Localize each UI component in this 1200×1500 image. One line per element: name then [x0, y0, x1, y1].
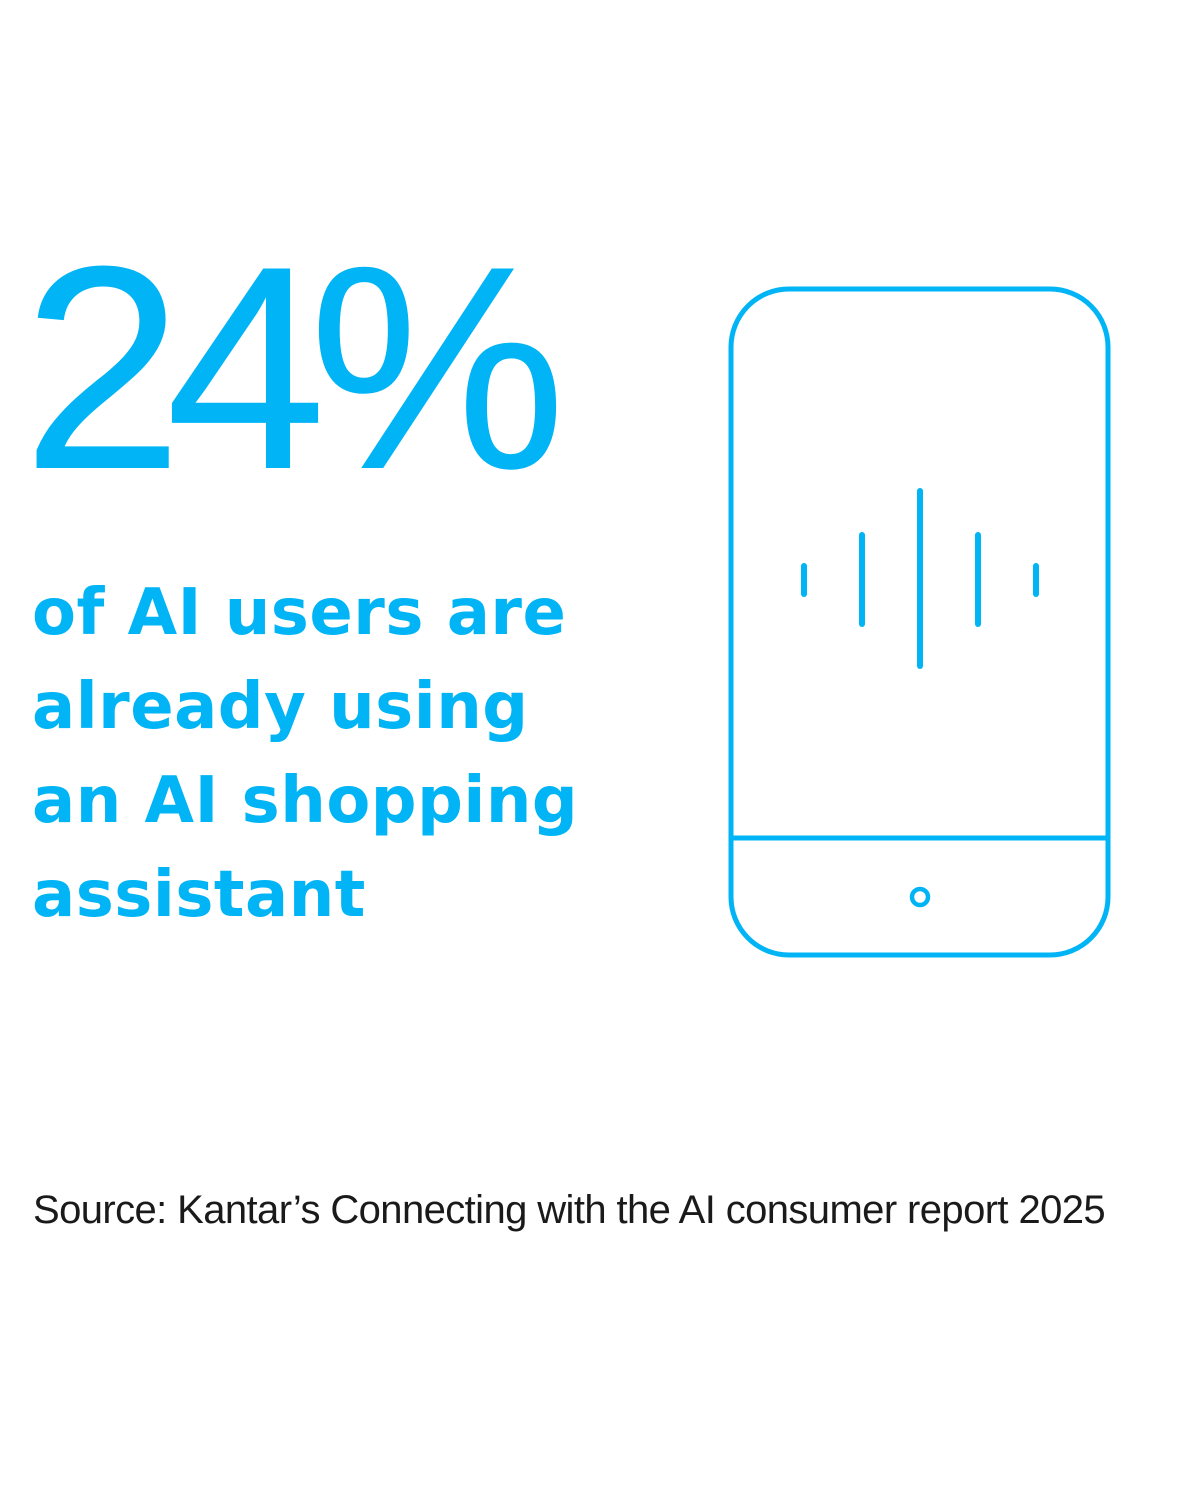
description-line: assistant	[32, 858, 366, 932]
description-line: of AI users are	[32, 576, 567, 650]
headline-stat: 24%	[22, 206, 566, 530]
source-citation: Source: Kantar’s Connecting with the AI …	[33, 1188, 1106, 1232]
home-button-icon	[909, 886, 931, 908]
description-line: already using	[32, 670, 529, 744]
phone-body	[728, 286, 1111, 958]
description-line: an AI shopping	[32, 764, 579, 838]
stat-description: of AI users are already using an AI shop…	[32, 566, 672, 942]
